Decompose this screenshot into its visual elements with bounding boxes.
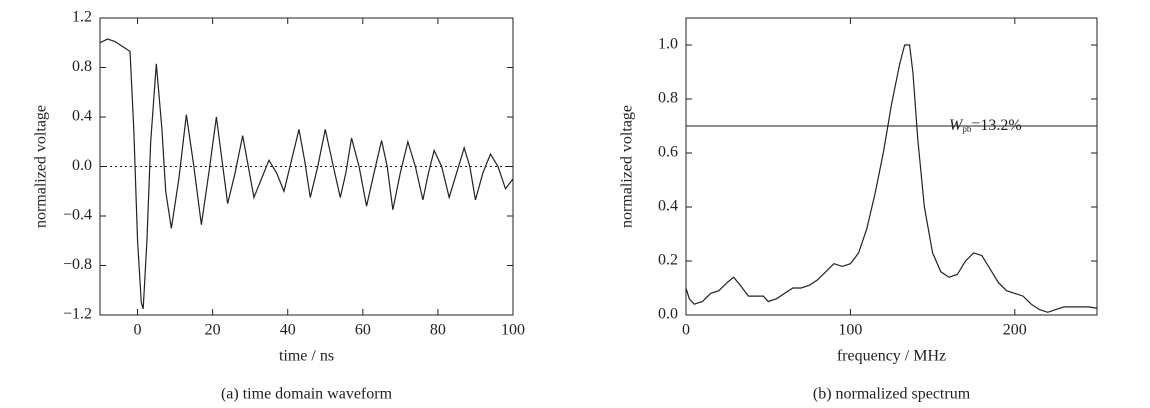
y-tick-label: 0.0	[72, 157, 92, 174]
annotation: Wpb=13.2%	[949, 117, 1022, 134]
x-tick-label: 40	[280, 322, 296, 339]
y-tick-label: −1.2	[63, 306, 92, 323]
annotation-subscript: pb	[962, 124, 972, 134]
y-tick-label: 0.0	[658, 306, 678, 323]
plot-frame	[685, 17, 1098, 316]
data-line	[685, 44, 1098, 313]
x-tick-label: 60	[355, 322, 371, 339]
x-tick-label: 0	[682, 322, 690, 339]
y-tick-label: 0.8	[658, 90, 678, 107]
y-tick-label: −0.8	[63, 256, 92, 273]
y-tick-label: 1.2	[72, 9, 92, 26]
y-tick-label: 0.4	[658, 198, 678, 215]
x-axis-label: frequency / MHz	[837, 348, 946, 365]
y-axis-label: normalized voltage	[619, 105, 636, 228]
x-tick-label: 20	[205, 322, 221, 339]
x-axis-label: time / ns	[279, 348, 334, 365]
annotation-suffix: =13.2%	[971, 117, 1021, 134]
chart-title: (a) time domain waveform	[221, 386, 393, 403]
annotation-symbol: W	[949, 117, 964, 134]
data-line	[99, 38, 514, 309]
y-axis-label: normalized voltage	[33, 105, 50, 228]
y-tick-label: 0.2	[658, 252, 678, 269]
x-tick-label: 0	[134, 322, 142, 339]
y-tick-label: 0.6	[658, 144, 678, 161]
y-tick-label: 1.0	[658, 36, 678, 53]
x-tick-label: 200	[1003, 322, 1027, 339]
x-tick-label: 100	[838, 322, 862, 339]
y-tick-label: 0.4	[72, 108, 92, 125]
x-tick-label: 100	[501, 322, 525, 339]
x-tick-label: 80	[430, 322, 446, 339]
y-tick-label: −0.4	[63, 207, 92, 224]
chart-title: (b) normalized spectrum	[813, 386, 971, 403]
y-tick-label: 0.8	[72, 58, 92, 75]
